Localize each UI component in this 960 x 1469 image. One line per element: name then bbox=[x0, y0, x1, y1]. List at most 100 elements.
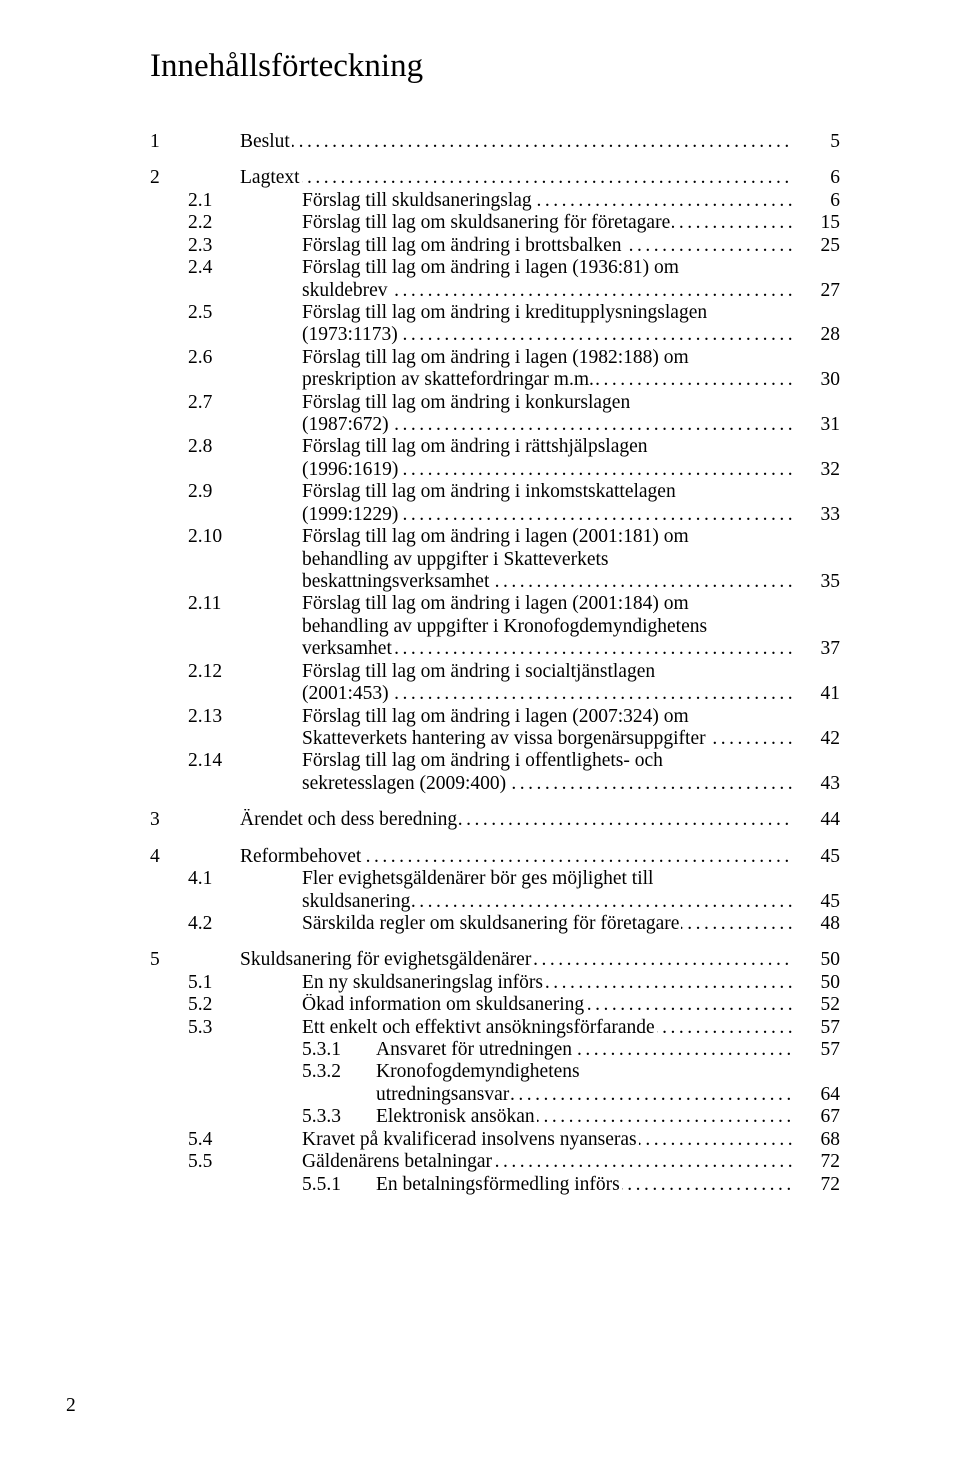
toc-label: Beslut bbox=[240, 131, 792, 153]
toc-page: 57 bbox=[802, 1017, 840, 1039]
toc-page: 41 bbox=[802, 683, 840, 705]
toc-label-cont: (1999:1229) bbox=[302, 504, 792, 526]
toc-entry: 5.2 Ökad information om skuldsanering 52 bbox=[150, 994, 840, 1016]
toc-label: En betalningsförmedling införs bbox=[376, 1174, 792, 1196]
toc-page: 37 bbox=[802, 638, 840, 660]
toc-num-level3: 5.3.2 bbox=[302, 1061, 366, 1083]
toc-page: 72 bbox=[802, 1174, 840, 1196]
toc-num-level1: 4 bbox=[150, 846, 178, 868]
toc-label: Förslag till lag om ändring i offentligh… bbox=[302, 750, 792, 772]
toc-num-level2: 2.12 bbox=[188, 661, 292, 683]
toc-entry-cont: behandling av uppgifter i Kronofogdemynd… bbox=[150, 616, 840, 638]
toc-page: 50 bbox=[802, 949, 840, 971]
toc-entry: 2Lagtext6 bbox=[150, 167, 840, 189]
toc-label-cont: (1996:1619) bbox=[302, 459, 792, 481]
table-of-contents: 1 Beslut 52 Lagtext 6 2.1 Förslag till skuldsa… bbox=[150, 131, 840, 1196]
toc-group: 1 Beslut 5 bbox=[150, 131, 840, 153]
toc-label: Ansvaret för utredningen bbox=[376, 1039, 792, 1061]
toc-entry-cont: preskription av skattefordringar m.m. 30 bbox=[150, 369, 840, 391]
toc-label-cont: behandling av uppgifter i Kronofogdemynd… bbox=[302, 616, 792, 638]
toc-page: 31 bbox=[802, 414, 840, 436]
toc-entry: 3Ärendet och dess beredning44 bbox=[150, 809, 840, 831]
toc-label: Förslag till lag om ändring i socialtjän… bbox=[302, 661, 792, 683]
toc-label: Lagtext bbox=[240, 167, 792, 189]
toc-entry-cont: (1973:1173) 28 bbox=[150, 324, 840, 346]
toc-num-level2: 4.2 bbox=[188, 913, 292, 935]
toc-label-cont: behandling av uppgifter i Skatteverkets bbox=[302, 549, 792, 571]
toc-num-level2: 5.3 bbox=[188, 1017, 292, 1039]
toc-entry-cont: (1999:1229) 33 bbox=[150, 504, 840, 526]
toc-label: Förslag till lag om skuldsanering för fö… bbox=[302, 212, 792, 234]
toc-group: 5Skuldsanering för evighetsgäldenärer505… bbox=[150, 949, 840, 1196]
toc-page: 68 bbox=[802, 1129, 840, 1151]
toc-num-level1: 5 bbox=[150, 949, 178, 971]
toc-entry: 5.3.2Kronofogdemyndighetens bbox=[150, 1061, 840, 1083]
toc-page: 30 bbox=[802, 369, 840, 391]
toc-page: 27 bbox=[802, 280, 840, 302]
toc-group: 2Lagtext62.1Förslag till skuldsaneringsl… bbox=[150, 167, 840, 795]
toc-page: 6 bbox=[802, 167, 840, 189]
heading-title: Innehållsförteckning bbox=[150, 48, 840, 85]
toc-page: 45 bbox=[802, 846, 840, 868]
toc-page: 52 bbox=[802, 994, 840, 1016]
toc-page: 5 bbox=[802, 131, 840, 153]
toc-label: Reformbehovet bbox=[240, 846, 792, 868]
toc-page: 64 bbox=[802, 1084, 840, 1106]
toc-label: En ny skuldsaneringslag införs bbox=[302, 972, 792, 994]
toc-label: Förslag till skuldsaneringslag bbox=[302, 190, 792, 212]
toc-label: Förslag till lag om ändring i lagen (200… bbox=[302, 593, 792, 615]
toc-label: Förslag till lag om ändring i lagen (200… bbox=[302, 526, 792, 548]
toc-page: 28 bbox=[802, 324, 840, 346]
toc-entry: 5.1En ny skuldsaneringslag införs50 bbox=[150, 972, 840, 994]
toc-num-level3: 5.3.3 bbox=[302, 1106, 366, 1128]
toc-entry-cont: (1996:1619)32 bbox=[150, 459, 840, 481]
toc-page: 6 bbox=[802, 190, 840, 212]
toc-entry: 5.4Kravet på kvalificerad insolvens nyan… bbox=[150, 1129, 840, 1151]
toc-label: Ett enkelt och effektivt ansökningsförfa… bbox=[302, 1017, 792, 1039]
toc-page: 72 bbox=[802, 1151, 840, 1173]
toc-entry: 2.7Förslag till lag om ändring i konkurs… bbox=[150, 392, 840, 414]
toc-page: 25 bbox=[802, 235, 840, 257]
toc-page: 42 bbox=[802, 728, 840, 750]
toc-label: Elektronisk ansökan bbox=[376, 1106, 792, 1128]
toc-label-cont: preskription av skattefordringar m.m. bbox=[302, 369, 792, 391]
toc-num-level2: 2.13 bbox=[188, 706, 292, 728]
toc-label: Ökad information om skuldsanering bbox=[302, 994, 792, 1016]
toc-entry-cont: skuldsanering45 bbox=[150, 891, 840, 913]
toc-page: 33 bbox=[802, 504, 840, 526]
toc-entry: 5.3.1Ansvaret för utredningen57 bbox=[150, 1039, 840, 1061]
toc-entry-cont: behandling av uppgifter i Skatteverkets bbox=[150, 549, 840, 571]
toc-page: 15 bbox=[802, 212, 840, 234]
toc-label: Förslag till lag om ändring i brottsbalk… bbox=[302, 235, 792, 257]
toc-label: Förslag till lag om ändring i inkomstska… bbox=[302, 481, 792, 503]
toc-entry: 2.4Förslag till lag om ändring i lagen (… bbox=[150, 257, 840, 279]
toc-num-level3: 5.5.1 bbox=[302, 1174, 366, 1196]
toc-group: 3Ärendet och dess beredning44 bbox=[150, 809, 840, 831]
toc-num-level1: 1 bbox=[150, 131, 178, 153]
toc-num-level2: 2.9 bbox=[188, 481, 292, 503]
toc-entry-cont: (1987:672)31 bbox=[150, 414, 840, 436]
toc-num-level2: 2.4 bbox=[188, 257, 292, 279]
toc-num-level2: 2.6 bbox=[188, 347, 292, 369]
toc-entry: 5.3 Ett enkelt och effektivt ansökningsfö… bbox=[150, 1017, 840, 1039]
toc-entry: 2.8Förslag till lag om ändring i rättshj… bbox=[150, 436, 840, 458]
toc-label: Kravet på kvalificerad insolvens nyanser… bbox=[302, 1129, 792, 1151]
toc-num-level2: 2.8 bbox=[188, 436, 292, 458]
toc-entry: 2.3Förslag till lag om ändring i brottsb… bbox=[150, 235, 840, 257]
toc-entry: 4.1Fler evighetsgäldenärer bör ges möjli… bbox=[150, 868, 840, 890]
toc-entry: 2.13Förslag till lag om ändring i lagen … bbox=[150, 706, 840, 728]
toc-num-level2: 2.1 bbox=[188, 190, 292, 212]
toc-page: 50 bbox=[802, 972, 840, 994]
toc-entry: 2.11Förslag till lag om ändring i lagen … bbox=[150, 593, 840, 615]
toc-entry-cont: Skatteverkets hantering av vissa borgenä… bbox=[150, 728, 840, 750]
toc-label-cont: (1973:1173) bbox=[302, 324, 792, 346]
toc-page: 35 bbox=[802, 571, 840, 593]
toc-label-cont: beskattningsverksamhet bbox=[302, 571, 792, 593]
toc-label-cont: skuldsanering bbox=[302, 891, 792, 913]
toc-entry-cont: beskattningsverksamhet 35 bbox=[150, 571, 840, 593]
toc-label-cont: sekretesslagen (2009:400) bbox=[302, 773, 792, 795]
toc-label-cont: Skatteverkets hantering av vissa borgenä… bbox=[302, 728, 792, 750]
toc-entry-cont: utredningsansvar64 bbox=[150, 1084, 840, 1106]
toc-num-level2: 5.2 bbox=[188, 994, 292, 1016]
toc-label: Fler evighetsgäldenärer bör ges möjlighe… bbox=[302, 868, 792, 890]
